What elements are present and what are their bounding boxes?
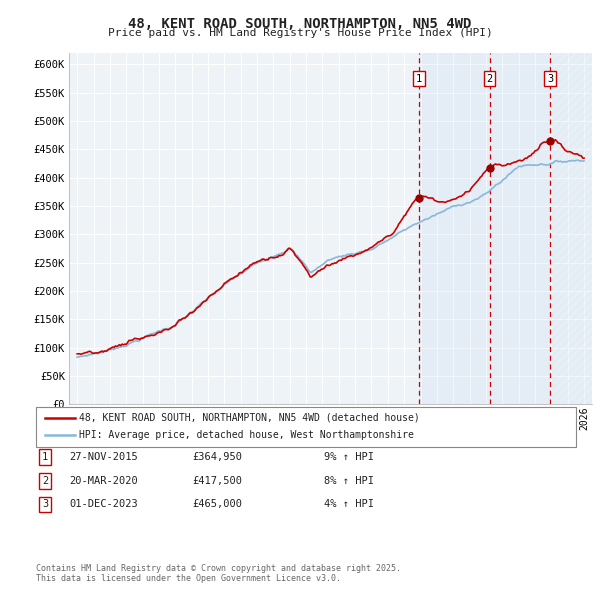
Text: 2: 2 — [42, 476, 48, 486]
Text: 1: 1 — [416, 74, 422, 84]
Text: 8% ↑ HPI: 8% ↑ HPI — [324, 476, 374, 486]
Text: £417,500: £417,500 — [192, 476, 242, 486]
Text: 48, KENT ROAD SOUTH, NORTHAMPTON, NN5 4WD (detached house): 48, KENT ROAD SOUTH, NORTHAMPTON, NN5 4W… — [79, 413, 420, 423]
Text: 20-MAR-2020: 20-MAR-2020 — [69, 476, 138, 486]
Text: £465,000: £465,000 — [192, 500, 242, 509]
Text: Contains HM Land Registry data © Crown copyright and database right 2025.
This d: Contains HM Land Registry data © Crown c… — [36, 563, 401, 583]
Text: 1: 1 — [42, 453, 48, 462]
Text: 48, KENT ROAD SOUTH, NORTHAMPTON, NN5 4WD: 48, KENT ROAD SOUTH, NORTHAMPTON, NN5 4W… — [128, 17, 472, 31]
Text: HPI: Average price, detached house, West Northamptonshire: HPI: Average price, detached house, West… — [79, 430, 414, 440]
Text: Price paid vs. HM Land Registry's House Price Index (HPI): Price paid vs. HM Land Registry's House … — [107, 28, 493, 38]
Text: 3: 3 — [42, 500, 48, 509]
Bar — [550, 53, 594, 404]
Text: 9% ↑ HPI: 9% ↑ HPI — [324, 453, 374, 462]
Text: 01-DEC-2023: 01-DEC-2023 — [69, 500, 138, 509]
Text: £364,950: £364,950 — [192, 453, 242, 462]
Bar — [419, 53, 550, 404]
Text: 3: 3 — [547, 74, 553, 84]
Text: 4% ↑ HPI: 4% ↑ HPI — [324, 500, 374, 509]
Text: 2: 2 — [487, 74, 493, 84]
Text: 27-NOV-2015: 27-NOV-2015 — [69, 453, 138, 462]
